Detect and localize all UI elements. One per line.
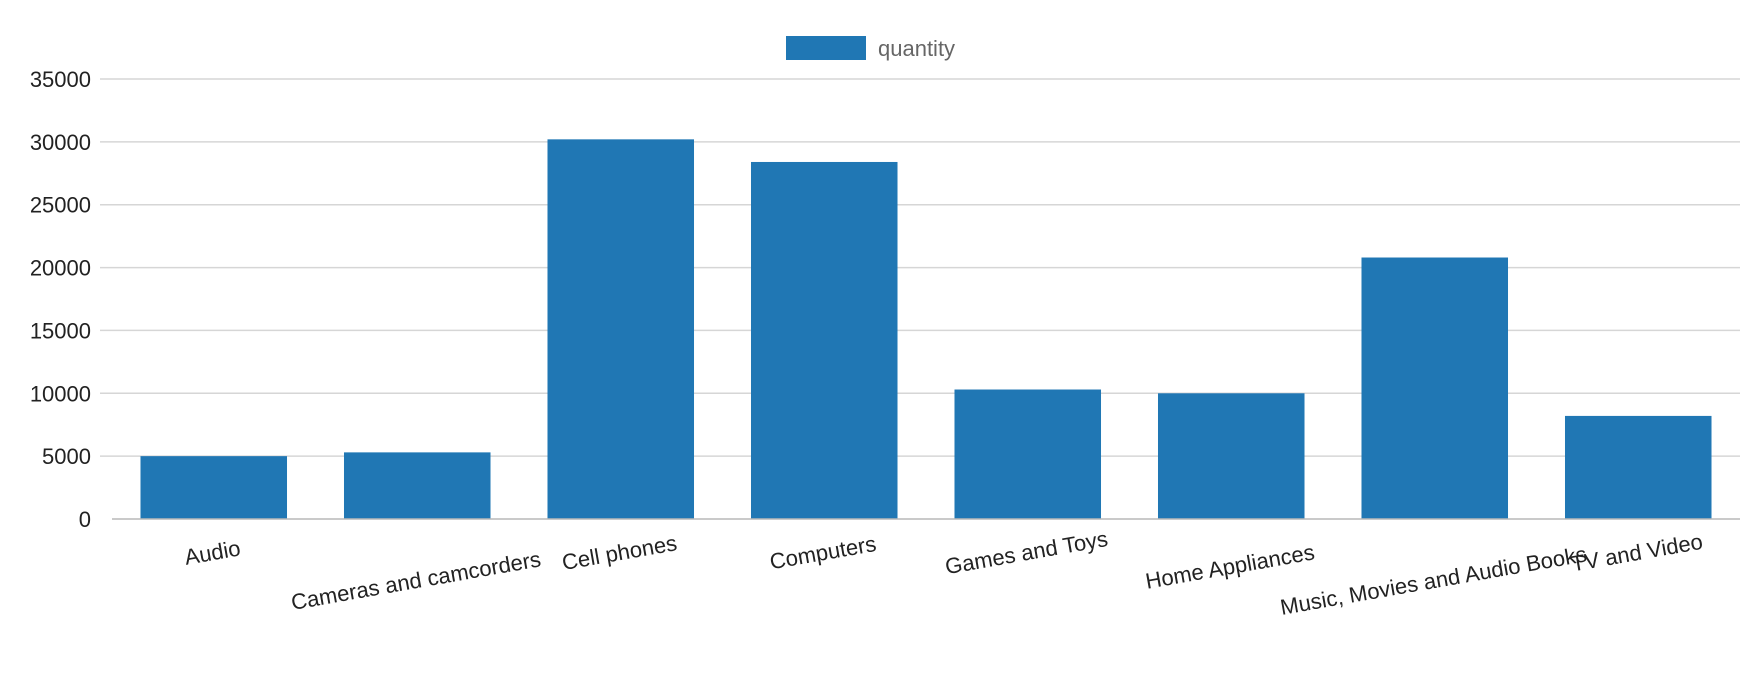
y-tick-label: 25000 — [30, 193, 91, 218]
y-tick-label: 35000 — [30, 67, 91, 92]
x-tick-label: Cameras and camcorders — [289, 546, 543, 615]
x-tick-label: Games and Toys — [943, 526, 1110, 579]
y-tick-label: 0 — [79, 507, 91, 532]
x-tick-label: Audio — [183, 535, 243, 569]
bar-audio[interactable] — [140, 456, 288, 519]
legend[interactable]: quantity — [786, 36, 955, 61]
x-tick-label: Cell phones — [560, 530, 679, 575]
y-tick-label: 10000 — [30, 381, 91, 406]
bar-cameras-and-camcorders[interactable] — [343, 452, 491, 519]
x-tick-label: TV and Video — [1569, 529, 1704, 577]
bar-tv-and-video[interactable] — [1564, 415, 1712, 519]
bar-music-movies-and-audio-books[interactable] — [1361, 257, 1509, 519]
y-tick-label: 15000 — [30, 318, 91, 343]
y-tick-label: 20000 — [30, 256, 91, 281]
y-tick-label: 5000 — [42, 444, 91, 469]
legend-label-quantity[interactable]: quantity — [878, 36, 955, 61]
gridlines — [100, 78, 1740, 457]
bar-home-appliances[interactable] — [1157, 393, 1305, 519]
x-tick-label: Home Appliances — [1143, 539, 1316, 593]
x-tick-label: Music, Movies and Audio Books — [1278, 541, 1588, 620]
x-axis-ticks: Audio Cameras and camcorders Cell phones Co… — [183, 526, 1705, 620]
legend-swatch-quantity[interactable] — [786, 36, 866, 60]
y-axis-ticks: 0 5000 10000 15000 20000 25000 30000 35000 — [30, 67, 91, 532]
bars — [140, 139, 1712, 520]
y-tick-label: 30000 — [30, 130, 91, 155]
x-tick-label: Computers — [768, 531, 878, 574]
bar-computers[interactable] — [750, 161, 898, 519]
bar-games-and-toys[interactable] — [954, 389, 1102, 519]
bar-cell-phones[interactable] — [547, 139, 695, 520]
